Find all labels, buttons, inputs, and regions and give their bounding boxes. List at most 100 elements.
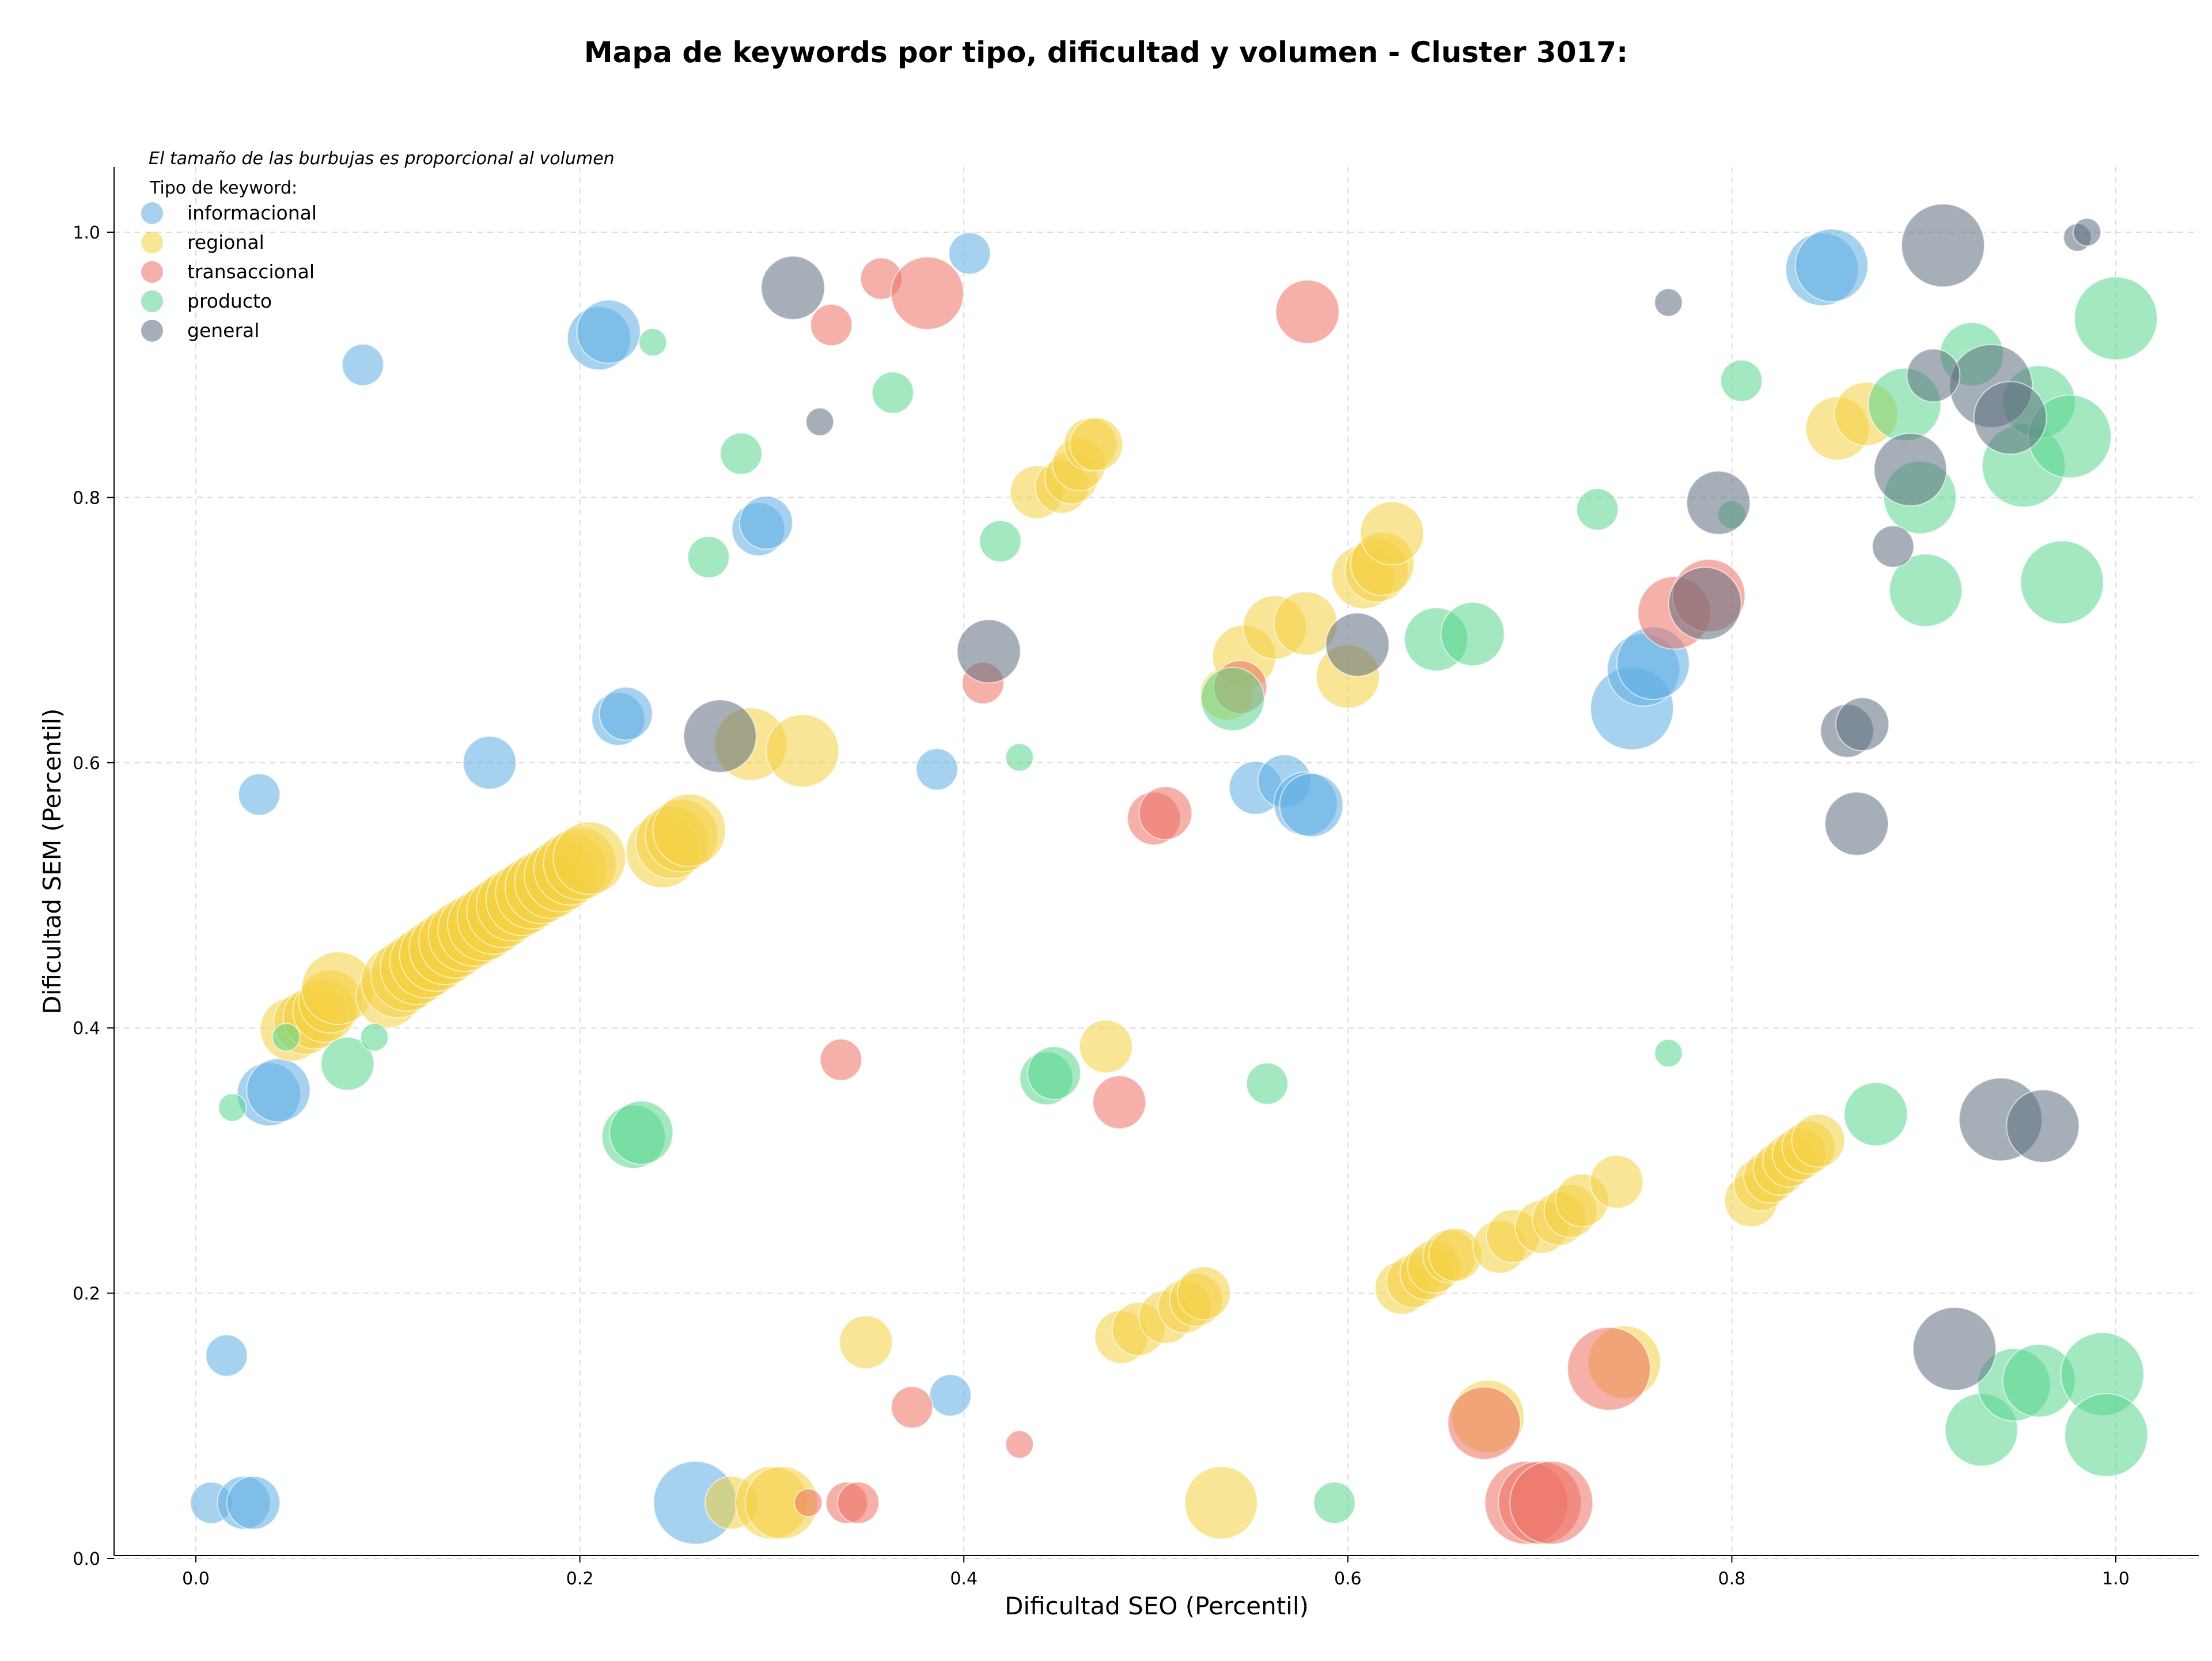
legend-title: Tipo de keyword: [150,178,298,198]
bubble-producto [719,432,763,475]
bubble-general [805,407,835,437]
bubble-transaccional [1138,786,1193,841]
bubble-regional [1069,417,1124,472]
bubble-transaccional [890,256,964,330]
legend-swatch-general [141,319,163,342]
x-tick-label: 0.2 [566,1569,594,1589]
bubble-producto [218,1093,247,1122]
legend-item-transaccional: transaccional [132,257,615,286]
legend-swatch-regional [141,231,163,253]
bubble-producto [320,1036,375,1091]
legend-label-producto: producto [187,290,272,312]
bubble-producto [1440,601,1505,667]
bubble-general [1912,1307,1997,1391]
legend-item-general: general [132,316,615,345]
bubble-informacional [576,299,641,364]
bubble-general [760,255,825,320]
bubble-informacional [599,686,653,741]
legend-label-regional: regional [187,231,264,253]
legend-label-general: general [187,319,260,342]
bubble-transaccional [794,1488,823,1518]
series-general [683,203,2102,1391]
x-tick-label: 0.6 [1334,1569,1362,1589]
y-tick-label: 0.8 [73,488,100,508]
bubble-informacional [246,1058,311,1123]
bubble-informacional [738,495,793,550]
y-tick-label: 0.4 [73,1019,100,1039]
bubble-producto [1720,359,1763,402]
x-tick-label: 0.0 [182,1569,210,1589]
bubble-informacional [915,748,959,791]
bubble-transaccional [819,1038,862,1081]
bubble-size-note: El tamaño de las burbujas es proporciona… [149,149,615,169]
bubble-informacional [929,1374,972,1417]
bubble-producto [1576,488,1619,531]
bubble-regional [1184,1466,1258,1540]
bubble-producto [1200,667,1265,732]
bubble-producto [1313,1481,1356,1524]
bubble-general [2006,1089,2080,1163]
bubble-producto [871,371,914,414]
legend-label-informacional: informacional [187,202,317,224]
ticks: 0.0 0.2 0.4 0.6 0.8 1.0 0.0 0.2 0.4 0.6 0.8 1.0 [73,223,2130,1589]
bubble-producto [2064,1393,2149,1477]
legend-swatch-producto [141,290,163,312]
bubble-producto [1843,1081,1908,1147]
bubble-transaccional [1447,1386,1521,1461]
bubble-informacional [462,735,517,790]
bubble-informacional [205,1334,248,1377]
bubble-regional [552,821,627,895]
bubble-transaccional [891,1386,934,1429]
x-axis-label: Dificultad SEO (Percentil) [1005,1592,1309,1620]
legend-swatch-transaccional [141,260,163,283]
bubble-general [1872,525,1915,568]
bubble-regional [839,1315,893,1369]
bubble-regional [766,714,840,788]
bubble-producto [1005,743,1034,772]
bubbles [190,203,2158,1545]
bubble-general [1654,288,1683,317]
bubble-general [1686,470,1751,535]
x-tick-label: 0.8 [1718,1569,1746,1589]
bubble-general [1873,433,1948,507]
bubble-general [1906,348,1961,403]
bubble-transaccional [1567,1326,1652,1411]
legend-swatch-informacional [141,202,163,224]
bubble-producto [609,1100,674,1166]
bubble-producto [2020,540,2104,625]
series-transaccional [794,256,1746,1545]
bubble-regional [1176,1266,1231,1321]
bubble-transaccional [1275,279,1340,345]
x-tick-label: 1.0 [2102,1569,2130,1589]
bubble-transaccional [1092,1075,1147,1130]
bubble-regional [1791,1113,1846,1168]
axes [113,167,2199,1556]
x-tick-label: 0.4 [950,1569,978,1589]
bubble-producto [1889,553,1963,627]
bubble-general [956,619,1021,684]
legend-label-transaccional: transaccional [187,260,315,283]
bubble-general [2073,218,2102,247]
legend-item-regional: regional [132,228,615,257]
bubble-producto [1027,1046,1081,1100]
bubble-informacional [1794,228,1869,302]
y-tick-label: 0.2 [73,1284,100,1304]
bubble-regional [1589,1155,1644,1209]
bubble-general [1325,612,1390,677]
y-tick-label: 0.0 [73,1549,100,1569]
bubble-transaccional [1509,1461,1594,1545]
bubble-transaccional [836,1481,880,1524]
series-regional [259,381,1899,1540]
bubble-regional [652,793,726,868]
bubble-producto [2074,276,2158,361]
bubble-producto [1245,1062,1289,1105]
bubble-producto [359,1023,389,1052]
y-tick-label: 0.6 [73,754,100,774]
bubble-producto [1654,1038,1683,1068]
y-axis-label: Dificultad SEM (Percentil) [38,709,66,1015]
y-tick-label: 1.0 [73,223,100,243]
bubble-general [1973,381,2047,455]
bubble-producto [271,1023,301,1052]
bubble-transaccional [1005,1430,1034,1459]
